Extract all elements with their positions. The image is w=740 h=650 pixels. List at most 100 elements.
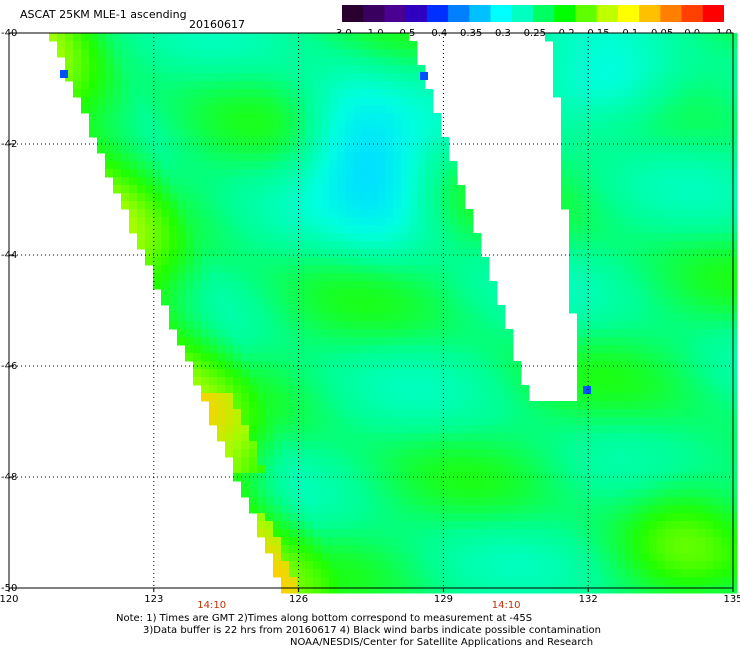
swath-cell [361, 297, 370, 306]
swath-cell [497, 353, 506, 362]
swath-cell [273, 321, 282, 330]
swath-cell [393, 481, 402, 490]
swath-cell [673, 201, 682, 210]
swath-cell [417, 353, 426, 362]
swath-cell [689, 569, 698, 578]
swath-cell [441, 481, 450, 490]
swath-cell [433, 577, 442, 586]
swath-cell [441, 561, 450, 570]
swath-cell [593, 233, 602, 242]
swath-cell [297, 329, 306, 338]
swath-cell [465, 489, 474, 498]
swath-cell [521, 513, 530, 522]
swath-cell [225, 241, 234, 250]
swath-cell [353, 305, 362, 314]
swath-cell [385, 241, 394, 250]
swath-cell [633, 89, 642, 98]
swath-cell [593, 217, 602, 226]
swath-cell [481, 457, 490, 466]
swath-cell [673, 113, 682, 122]
swath-cell [649, 57, 658, 66]
swath-cell [185, 281, 194, 290]
swath-cell [705, 489, 714, 498]
swath-cell [209, 153, 218, 162]
swath-cell [681, 289, 690, 298]
swath-cell [201, 281, 210, 290]
swath-cell [721, 105, 730, 114]
swath-cell [273, 225, 282, 234]
swath-cell [473, 369, 482, 378]
swath-cell [593, 521, 602, 530]
swath-cell [577, 329, 586, 338]
swath-cell [713, 257, 722, 266]
swath-cell [681, 481, 690, 490]
swath-cell [241, 97, 250, 106]
swath-cell [481, 505, 490, 514]
swath-cell [417, 577, 426, 586]
swath-cell [201, 273, 210, 282]
swath-cell [313, 49, 322, 58]
swath-cell [137, 57, 146, 66]
swath-cell [721, 177, 730, 186]
swath-cell [681, 281, 690, 290]
colorbar-swatch [554, 5, 577, 22]
swath-cell [121, 97, 130, 106]
swath-cell [89, 121, 98, 130]
swath-cell [569, 497, 578, 506]
swath-cell [609, 257, 618, 266]
swath-cell [353, 353, 362, 362]
swath-cell [689, 121, 698, 130]
swath-cell [353, 569, 362, 578]
swath-cell [273, 393, 282, 402]
swath-cell [569, 561, 578, 570]
swath-cell [641, 481, 650, 490]
swath-cell [409, 505, 418, 514]
swath-cell [697, 361, 706, 370]
swath-cell [289, 465, 298, 474]
swath-cell [281, 425, 290, 434]
swath-cell [473, 521, 482, 530]
swath-cell [377, 561, 386, 570]
swath-cell [137, 217, 146, 226]
swath-cell [609, 529, 618, 538]
swath-cell [625, 393, 634, 402]
swath-cell [329, 401, 338, 410]
swath-cell [585, 505, 594, 514]
swath-cell [601, 305, 610, 314]
swath-cell [593, 385, 602, 394]
swath-cell [665, 185, 674, 194]
swath-cell [713, 97, 722, 106]
swath-cell [713, 145, 722, 154]
swath-cell [193, 329, 202, 338]
swath-cell [81, 33, 90, 42]
swath-cell [449, 313, 458, 322]
swath-cell [185, 169, 194, 178]
swath-cell [561, 121, 570, 130]
swath-cell [689, 377, 698, 386]
swath-cell [393, 569, 402, 578]
swath-cell [585, 449, 594, 458]
swath-cell [569, 225, 578, 234]
swath-cell [185, 137, 194, 146]
swath-cell [313, 233, 322, 242]
swath-cell [649, 433, 658, 442]
swath-cell [425, 233, 434, 242]
swath-cell [321, 441, 330, 450]
swath-cell [625, 281, 634, 290]
swath-cell [233, 369, 242, 378]
swath-cell [657, 561, 666, 570]
swath-cell [689, 57, 698, 66]
swath-cell [697, 481, 706, 490]
swath-cell [585, 321, 594, 330]
swath-cell [481, 561, 490, 570]
swath-cell [609, 577, 618, 586]
swath-cell [617, 585, 626, 594]
swath-cell [425, 265, 434, 274]
swath-cell [585, 569, 594, 578]
swath-cell [345, 129, 354, 138]
swath-cell [153, 33, 162, 42]
swath-cell [209, 329, 218, 338]
swath-cell [441, 153, 450, 162]
swath-cell [537, 425, 546, 434]
swath-cell [553, 457, 562, 466]
